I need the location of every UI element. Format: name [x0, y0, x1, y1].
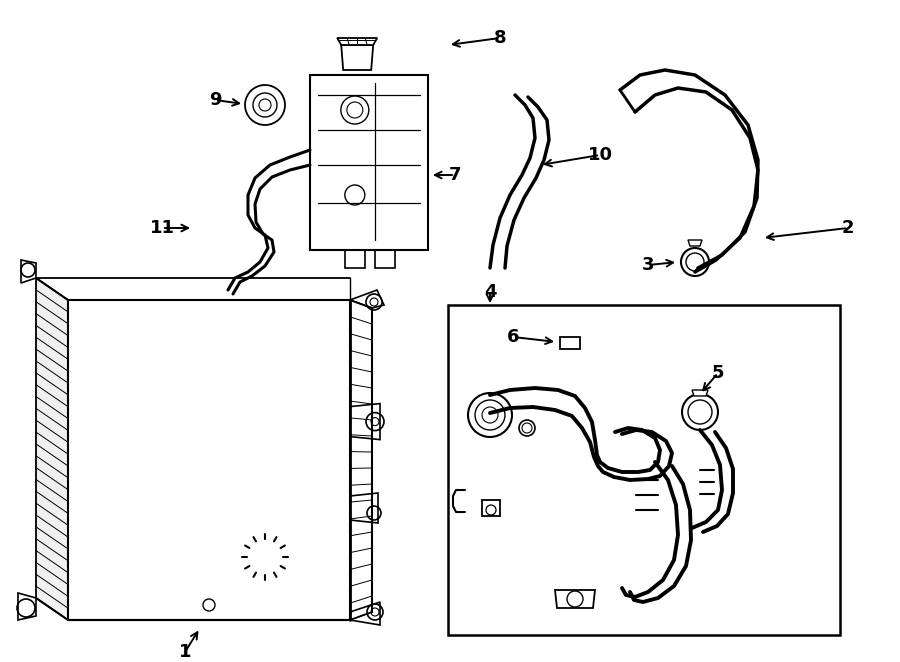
Polygon shape	[36, 278, 68, 620]
Polygon shape	[341, 45, 374, 70]
Polygon shape	[350, 404, 380, 440]
Text: 11: 11	[149, 219, 175, 237]
Polygon shape	[21, 260, 36, 283]
Polygon shape	[350, 602, 380, 625]
Polygon shape	[310, 75, 428, 250]
Text: 7: 7	[449, 166, 461, 184]
Polygon shape	[482, 500, 500, 516]
Polygon shape	[18, 593, 36, 620]
Polygon shape	[350, 493, 378, 523]
Text: 1: 1	[179, 643, 191, 661]
Polygon shape	[68, 300, 350, 620]
Text: 10: 10	[588, 146, 613, 164]
Text: 4: 4	[484, 283, 496, 301]
Text: 2: 2	[842, 219, 854, 237]
Polygon shape	[688, 240, 702, 246]
Text: 9: 9	[209, 91, 221, 109]
Text: 3: 3	[642, 256, 654, 274]
Text: 5: 5	[712, 364, 724, 382]
Polygon shape	[560, 337, 580, 349]
Text: 8: 8	[494, 29, 507, 47]
Polygon shape	[338, 38, 377, 45]
Polygon shape	[555, 590, 595, 608]
Polygon shape	[350, 290, 384, 308]
Text: 6: 6	[507, 328, 519, 346]
Polygon shape	[692, 390, 708, 396]
